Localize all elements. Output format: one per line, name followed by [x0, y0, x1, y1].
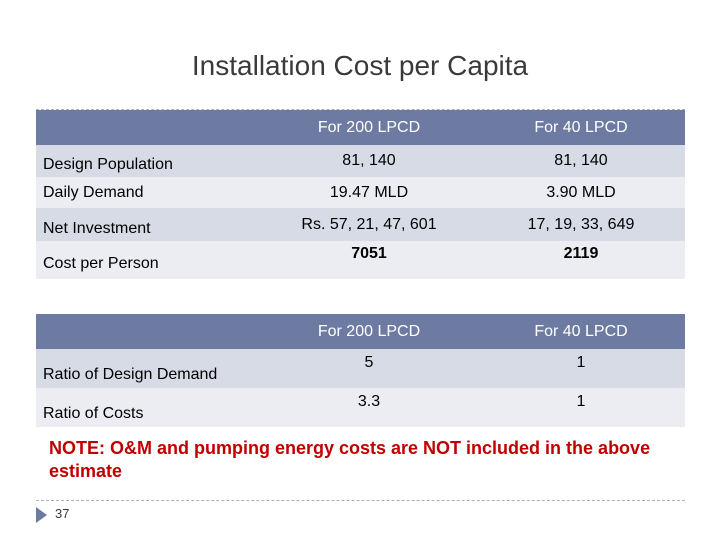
footer-divider [36, 500, 685, 501]
header-40-lpcd: For 40 LPCD [477, 314, 685, 349]
row-value-200: 3.3 [261, 388, 477, 427]
row-label: Ratio of Costs [36, 388, 261, 427]
note-text: NOTE: O&M and pumping energy costs are N… [49, 438, 651, 481]
header-40-lpcd: For 40 LPCD [477, 110, 685, 145]
table-row: Design Population 81, 140 81, 140 [36, 145, 685, 177]
page-number: 37 [55, 506, 70, 521]
table-header-row: For 200 LPCD For 40 LPCD [36, 110, 685, 145]
row-value-40: 3.90 MLD [477, 177, 685, 208]
ratio-table: For 200 LPCD For 40 LPCD Ratio of Design… [36, 314, 685, 427]
row-value-40: 2119 [477, 241, 685, 279]
row-label: Ratio of Design Demand [36, 349, 261, 388]
table-row: Ratio of Design Demand 5 1 [36, 349, 685, 388]
row-value-40: 81, 140 [477, 145, 685, 177]
row-value-40: 17, 19, 33, 649 [477, 208, 685, 241]
table-row: Ratio of Costs 3.3 1 [36, 388, 685, 427]
row-value-40: 1 [477, 349, 685, 388]
row-label: Net Investment [36, 208, 261, 241]
table-row: Daily Demand 19.47 MLD 3.90 MLD [36, 177, 685, 208]
header-empty [36, 314, 261, 349]
table-header-row: For 200 LPCD For 40 LPCD [36, 314, 685, 349]
table-row: Net Investment Rs. 57, 21, 47, 601 17, 1… [36, 208, 685, 241]
row-label: Cost per Person [36, 241, 261, 279]
slide-title: Installation Cost per Capita [191, 50, 529, 81]
cost-table: For 200 LPCD For 40 LPCD Design Populati… [36, 110, 685, 279]
row-label: Daily Demand [36, 177, 261, 208]
row-value-200: 19.47 MLD [261, 177, 477, 208]
header-200-lpcd: For 200 LPCD [261, 110, 477, 145]
row-label: Design Population [36, 145, 261, 177]
row-value-200: 7051 [261, 241, 477, 279]
header-200-lpcd: For 200 LPCD [261, 314, 477, 349]
row-value-40: 1 [477, 388, 685, 427]
table-row: Cost per Person 7051 2119 [36, 241, 685, 279]
header-empty [36, 110, 261, 145]
title-divider [36, 109, 685, 110]
triangle-bullet-icon [36, 507, 47, 523]
row-value-200: Rs. 57, 21, 47, 601 [261, 208, 477, 241]
row-value-200: 81, 140 [261, 145, 477, 177]
row-value-200: 5 [261, 349, 477, 388]
